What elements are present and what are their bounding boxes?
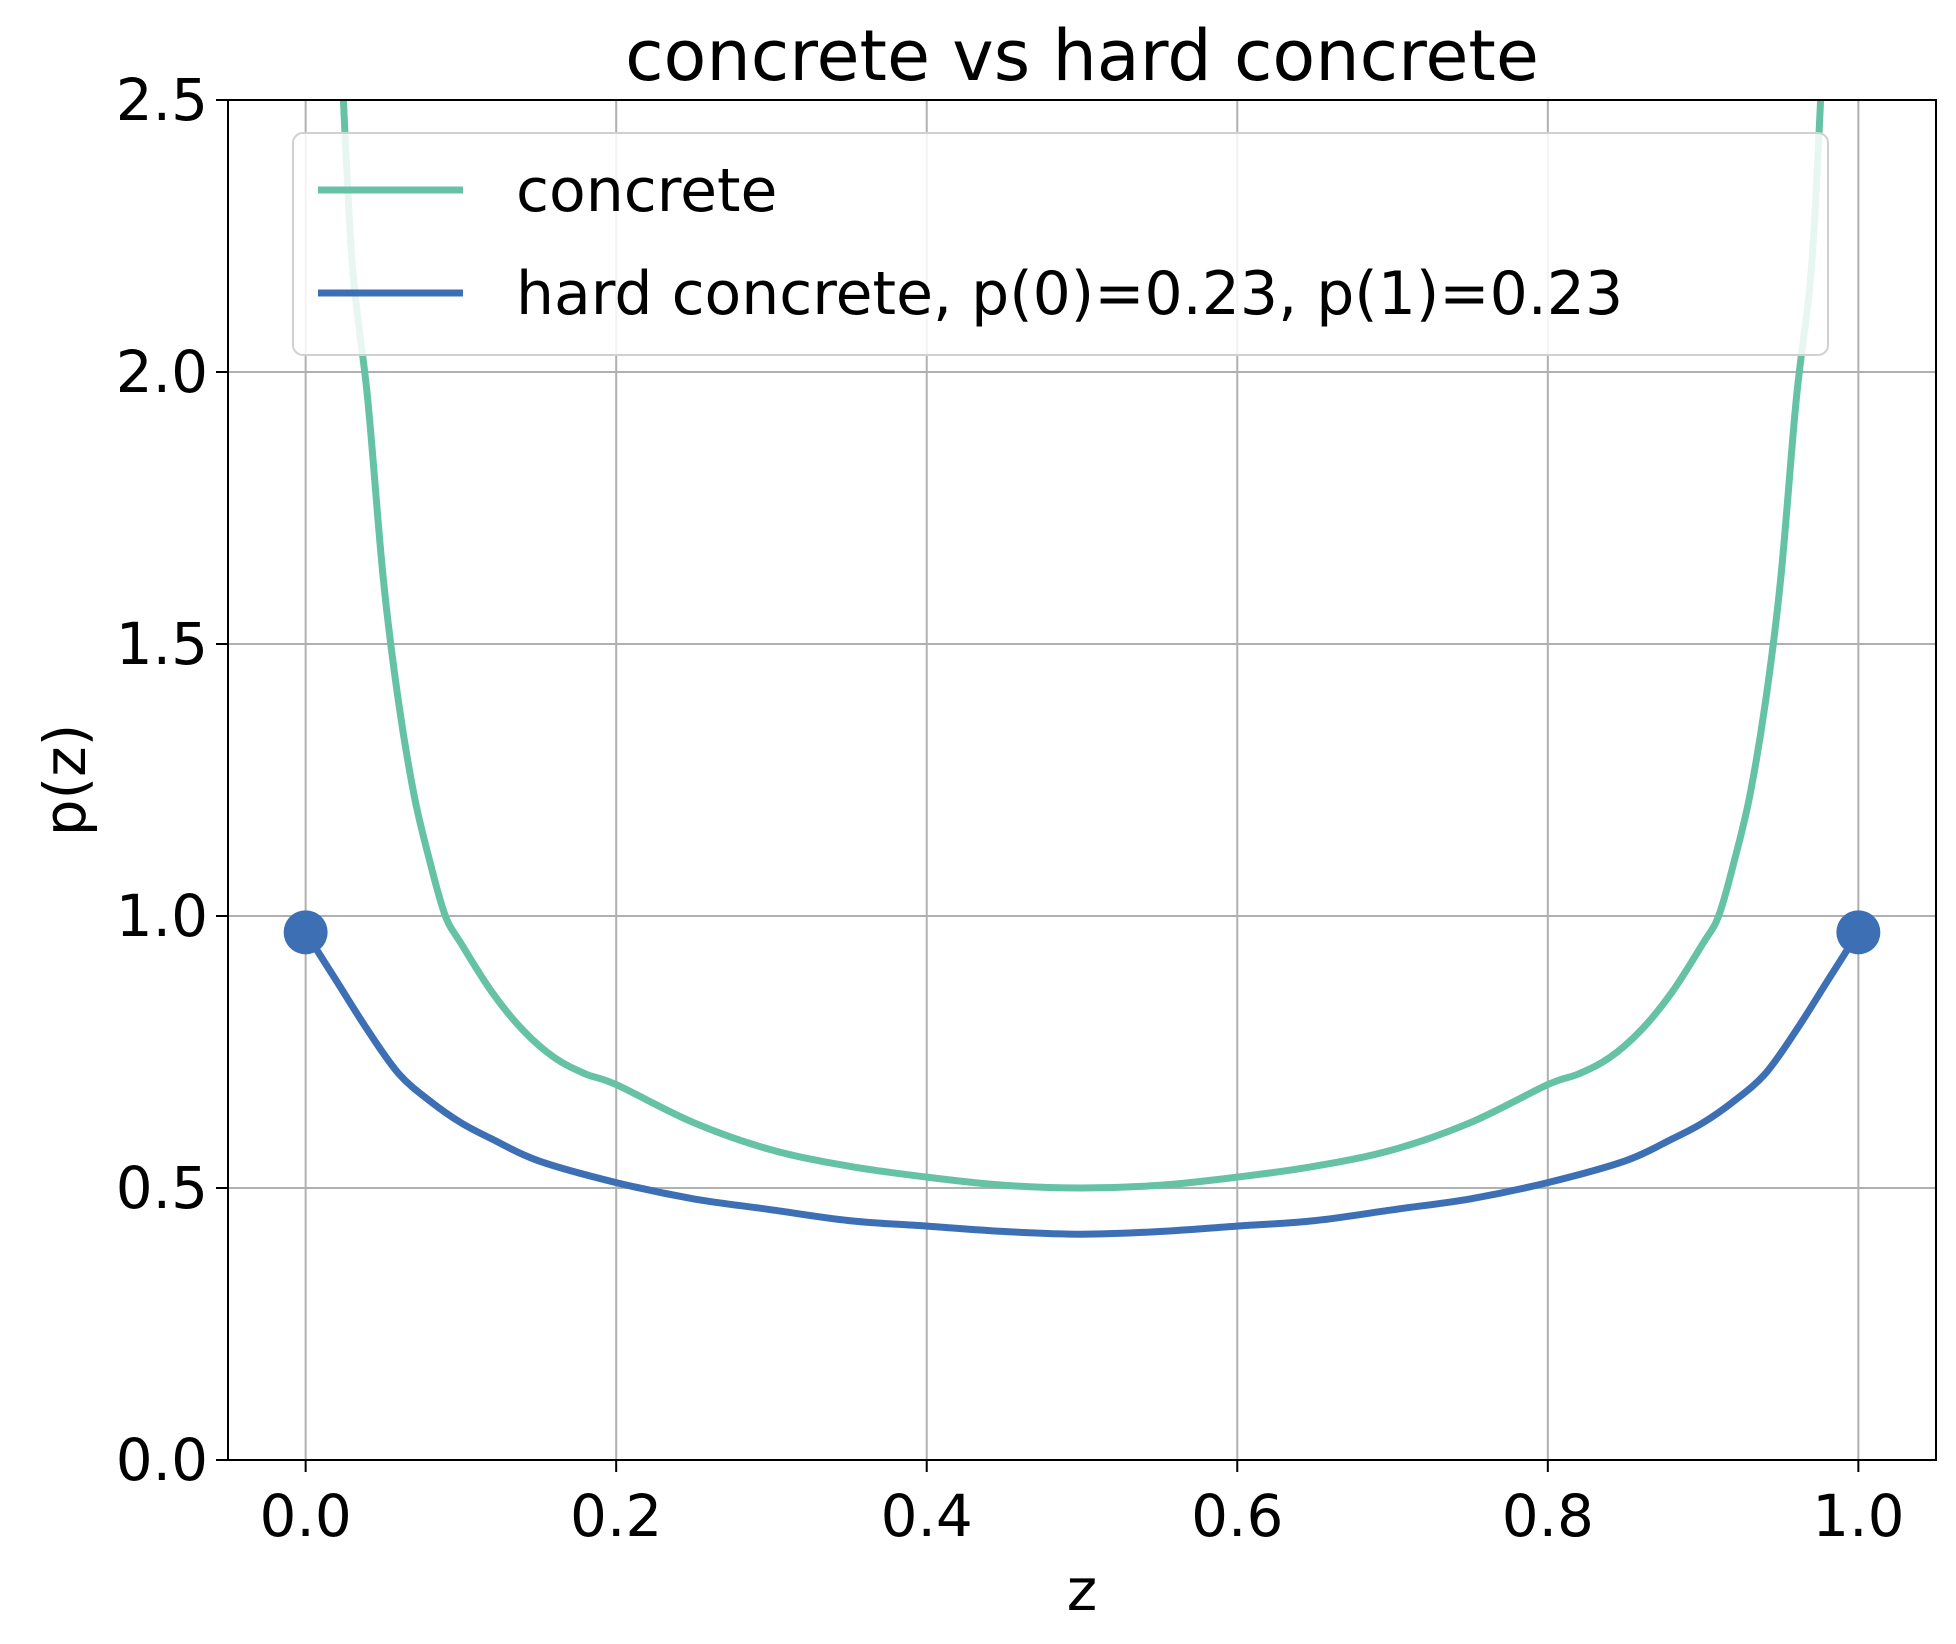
x-tick-label: 0.2	[570, 1482, 662, 1550]
chart-title: concrete vs hard concrete	[625, 15, 1539, 97]
x-tick-label: 1.0	[1812, 1482, 1904, 1550]
y-tick-label: 0.0	[116, 1426, 208, 1494]
y-tick-label: 2.0	[116, 338, 208, 406]
x-tick-label: 0.6	[1191, 1482, 1283, 1550]
legend-box	[292, 132, 1829, 356]
y-tick-label: 2.5	[116, 66, 208, 134]
endpoint-marker	[1836, 910, 1881, 955]
hard-concrete-line	[302, 930, 1862, 1238]
x-tick-label: 0.8	[1502, 1482, 1594, 1550]
y-tick-label: 1.0	[116, 882, 208, 950]
ticks: 0.0 0.2 0.4 0.6 0.8 1.0 0.0 0.5 1.0 1.5 2.0 2.5	[116, 66, 1905, 1550]
legend-label: hard concrete, p(0)=0.23, p(1)=0.23	[516, 259, 1623, 329]
x-tick-label: 0.0	[260, 1482, 352, 1550]
legend-label: concrete	[516, 156, 777, 226]
x-tick-label: 0.4	[881, 1482, 973, 1550]
series-layer	[302, 100, 1862, 1238]
y-tick-label: 1.5	[116, 610, 208, 678]
y-axis-label: p(z)	[31, 724, 99, 837]
legend: concrete hard concrete, p(0)=0.23, p(1)=0…	[292, 132, 1829, 356]
plot-frame	[227, 99, 1937, 1461]
x-axis-label: z	[1067, 1556, 1097, 1624]
marker-layer	[283, 910, 1881, 955]
y-tick-label: 0.5	[116, 1154, 208, 1222]
concrete-line	[339, 100, 1825, 1192]
endpoint-marker	[283, 910, 328, 955]
